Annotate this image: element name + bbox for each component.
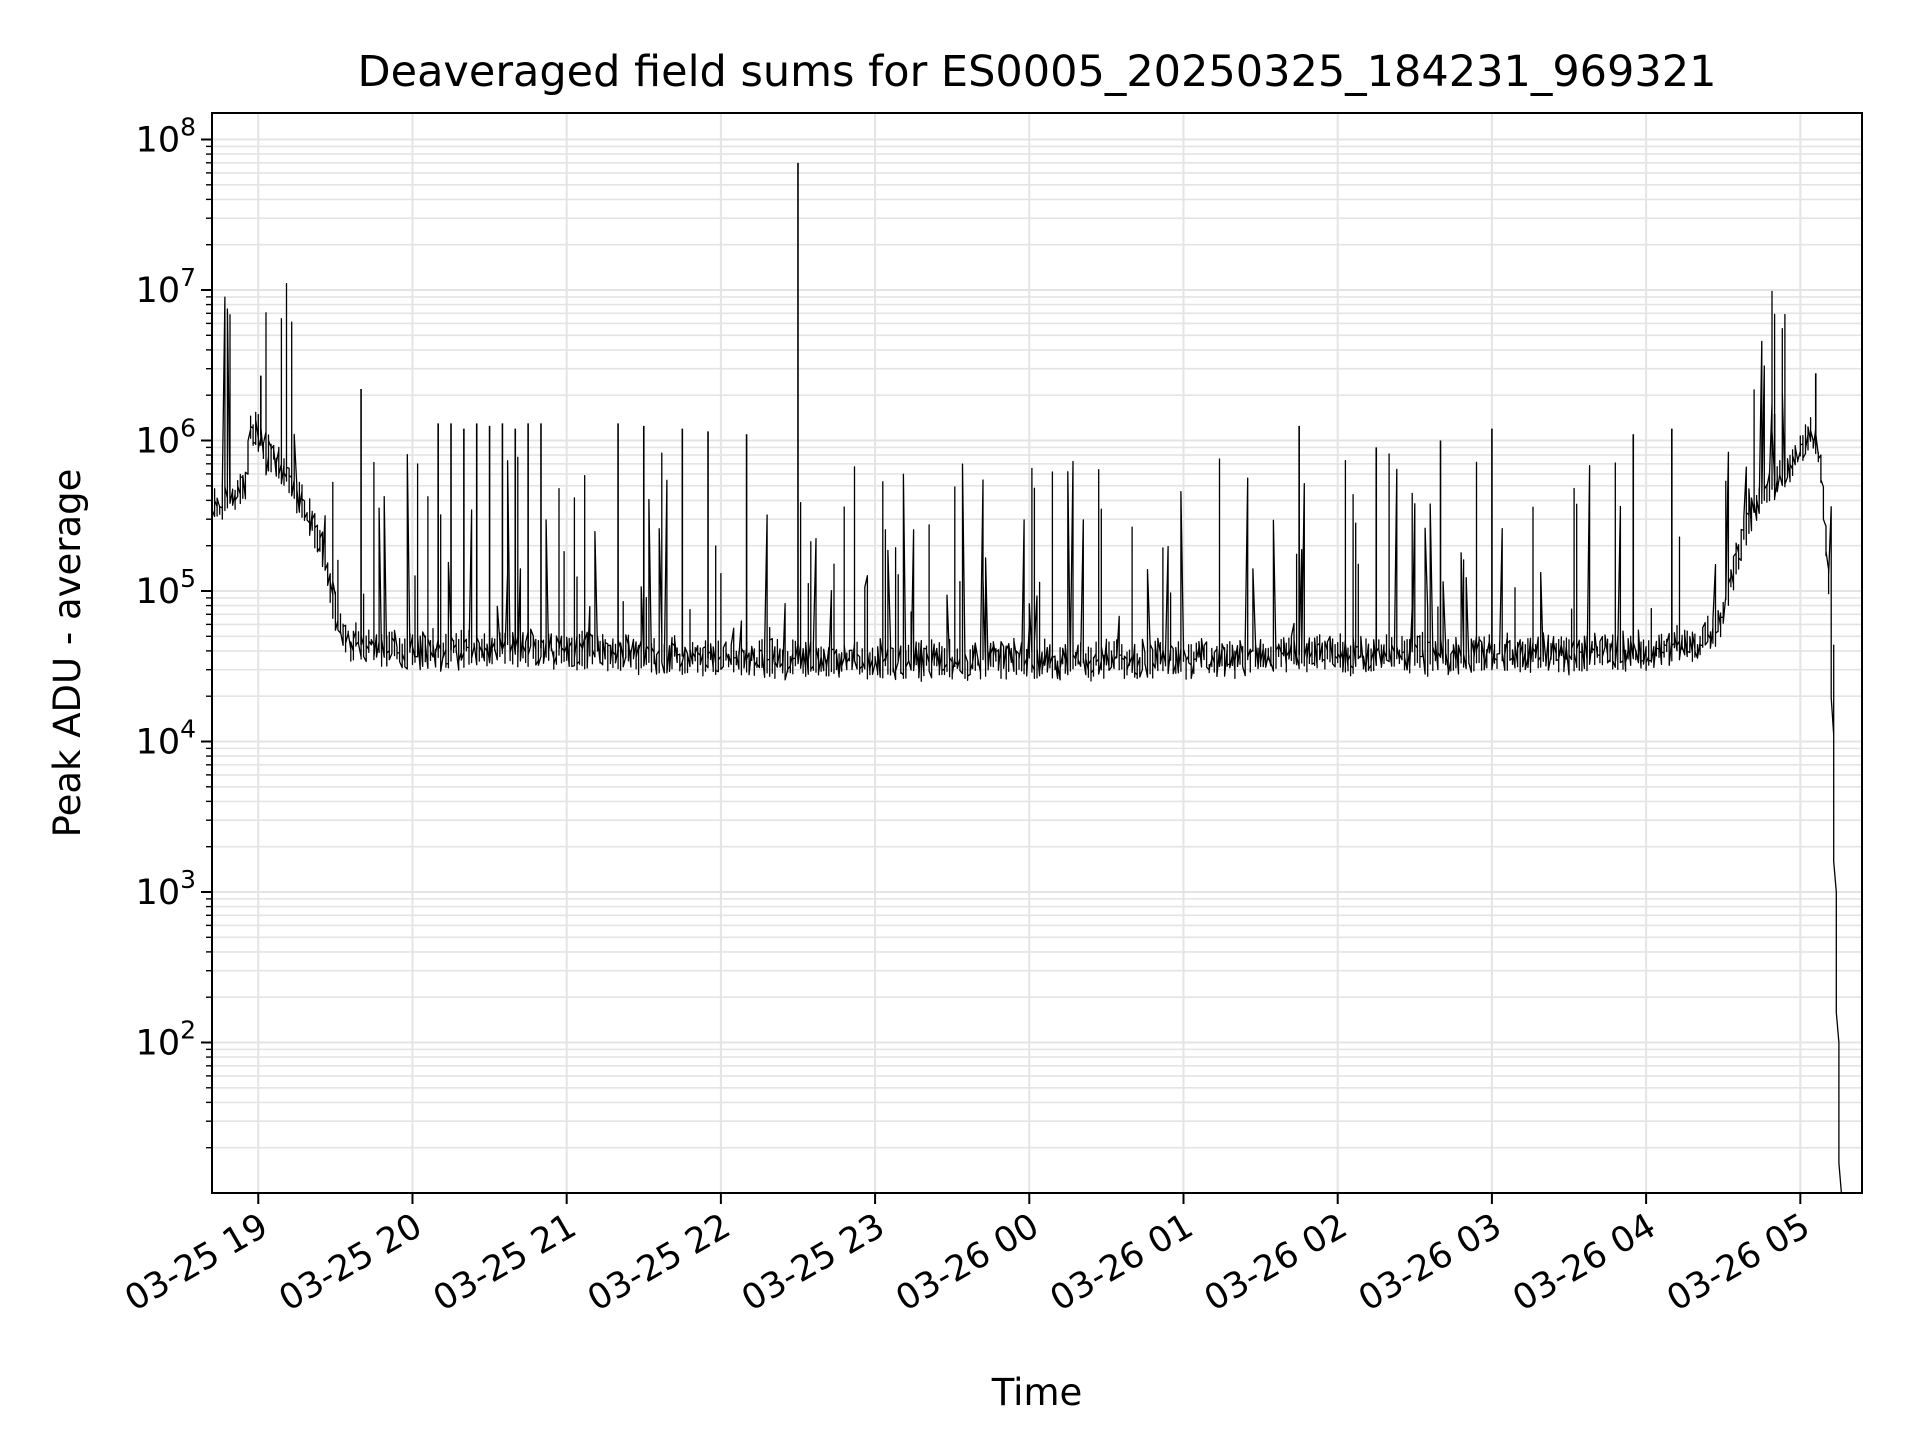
y-tick-label: 102: [136, 1016, 196, 1064]
chart-title: Deaveraged field sums for ES0005_2025032…: [358, 47, 1717, 97]
y-tick-label: 105: [136, 564, 196, 612]
x-axis-label: Time: [991, 1371, 1083, 1414]
series-line: [212, 282, 1843, 1193]
y-tick-label: 104: [136, 715, 196, 763]
y-tick-label: 103: [136, 865, 196, 913]
y-tick-label: 108: [136, 113, 196, 161]
plot-frame: [211, 112, 1863, 1194]
plot-area: [212, 162, 1843, 1193]
y-tick-label: 107: [136, 263, 196, 311]
y-tick-label: 106: [136, 414, 196, 462]
y-axis-label: Peak ADU - average: [46, 469, 89, 838]
